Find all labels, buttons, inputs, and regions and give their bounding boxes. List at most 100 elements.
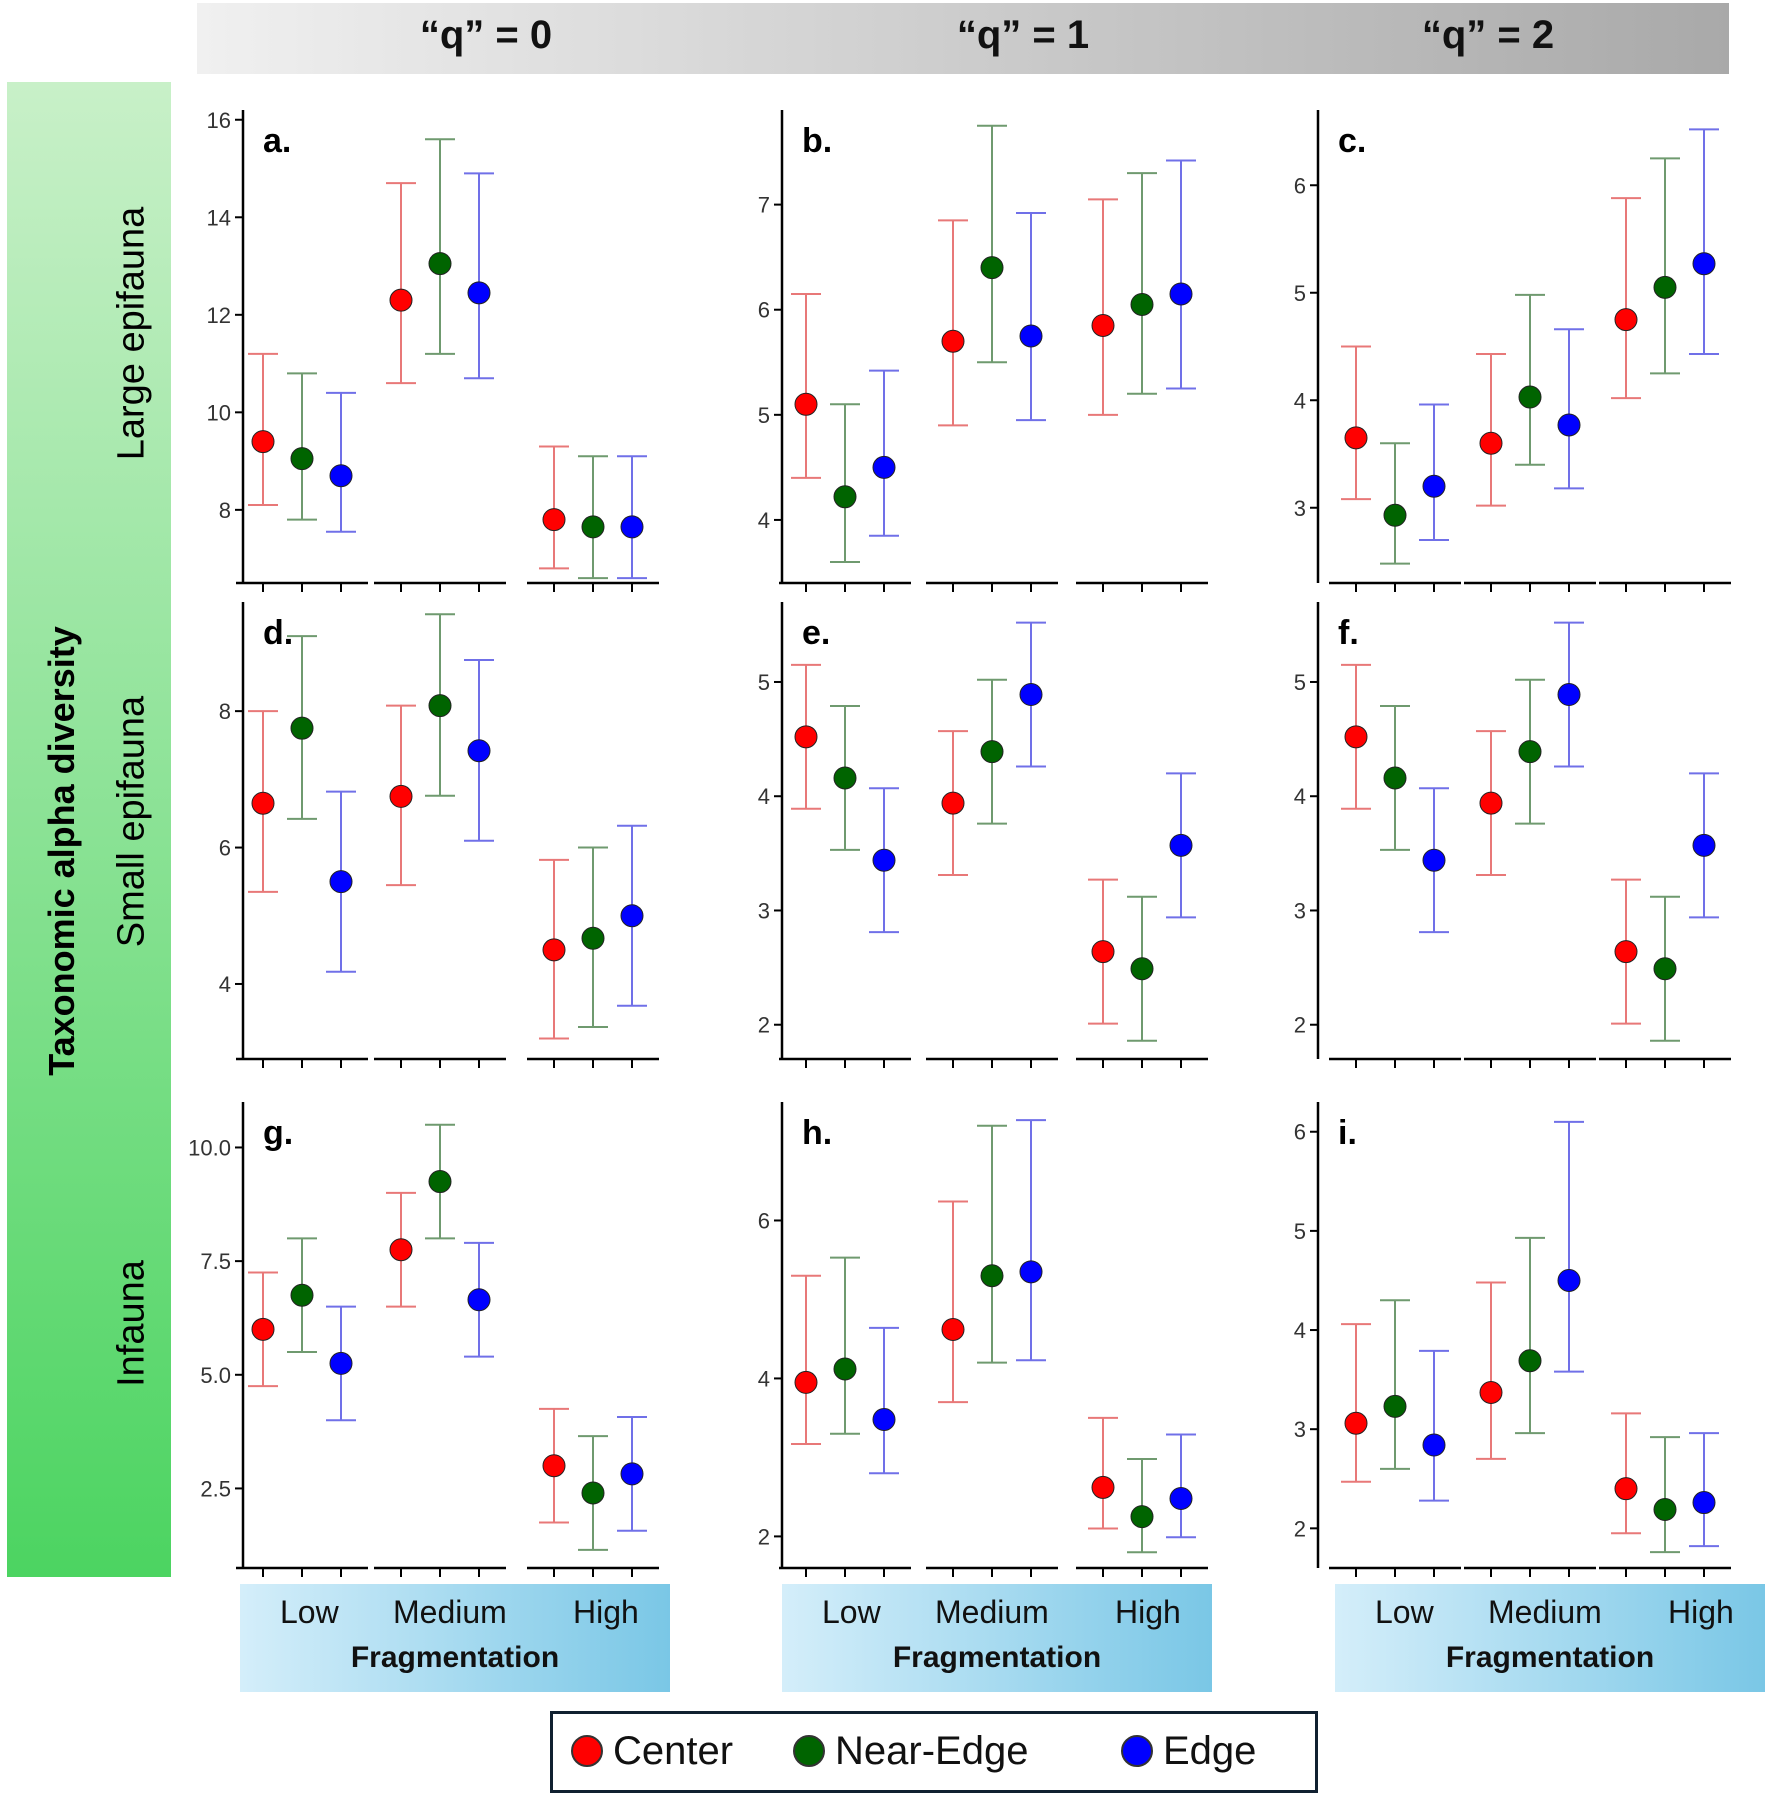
column-header-bar: “q” = 0 “q” = 1 “q” = 2 [197, 3, 1729, 74]
data-point-center [794, 725, 818, 749]
data-point-center [794, 392, 818, 416]
y-tick-label: 2 [758, 1524, 770, 1549]
data-point-center [1614, 308, 1638, 332]
x-level-medium: Medium [1488, 1594, 1602, 1630]
error-bar-center [1088, 1416, 1118, 1530]
data-point-near-edge [428, 252, 452, 276]
y-tick-label: 4 [758, 508, 770, 533]
panel-label: d. [263, 614, 293, 652]
legend-label-near-edge: Near-Edge [835, 1728, 1029, 1773]
y-tick-label: 3 [1294, 898, 1306, 923]
y-tick-label: 5 [1294, 1219, 1306, 1244]
data-point-near-edge [980, 1264, 1004, 1288]
data-point-center [542, 1454, 566, 1478]
data-point-center [389, 784, 413, 808]
data-point-edge [872, 848, 896, 872]
legend-item-center: Center [571, 1726, 733, 1776]
data-point-edge [467, 1288, 491, 1312]
panel-f: 2 3 4 5 f. [1294, 602, 1731, 1068]
error-bar-edge [1016, 212, 1046, 422]
data-point-near-edge [980, 740, 1004, 764]
y-tick-label: 2 [758, 1013, 770, 1038]
data-point-edge [1422, 848, 1446, 872]
legend-item-near-edge: Near-Edge [793, 1726, 1028, 1776]
y-tick-label: 2 [1294, 1013, 1306, 1038]
y-tick-label: 3 [758, 898, 770, 923]
data-point-center [794, 1370, 818, 1394]
error-bar-edge [1689, 128, 1719, 356]
data-point-edge [872, 455, 896, 479]
data-point-edge [1019, 324, 1043, 348]
x-level-medium: Medium [935, 1594, 1049, 1630]
y-tick-label: 7.5 [200, 1249, 231, 1274]
data-point-edge [1692, 252, 1716, 276]
y-tick-label: 4 [219, 972, 231, 997]
panel-c: 3 4 5 6 c. [1294, 110, 1731, 592]
data-point-near-edge [1383, 766, 1407, 790]
fragmentation-axis-box-1: Low Medium High Fragmentation [240, 1584, 670, 1692]
data-point-edge [620, 515, 644, 539]
legend-swatch-near-edge [793, 1735, 825, 1767]
data-point-edge [329, 1351, 353, 1375]
y-tick-label: 3 [1294, 1417, 1306, 1442]
error-bar-center [1088, 198, 1118, 416]
panel-a: 8 10 12 14 16 a. [207, 108, 659, 592]
y-tick-label: 4 [1294, 1318, 1306, 1343]
data-point-edge [1557, 1268, 1581, 1292]
data-point-edge [1557, 683, 1581, 707]
error-bar-center [791, 292, 821, 479]
data-point-edge [872, 1408, 896, 1432]
y-tick-label: 16 [207, 108, 231, 133]
data-point-center [1614, 1477, 1638, 1501]
data-point-center [1091, 940, 1115, 964]
fragmentation-axis-box-2: Low Medium High Fragmentation [782, 1584, 1212, 1692]
error-bar-edge [1554, 328, 1584, 490]
legend-item-edge: Edge [1121, 1726, 1256, 1776]
panel-d: 4 6 8 d. [219, 602, 659, 1068]
error-bar-edge [869, 1326, 899, 1475]
y-tick-label: 12 [207, 303, 231, 328]
legend: Center Near-Edge Edge [550, 1711, 1318, 1793]
error-bar-edge [1689, 1432, 1719, 1548]
data-point-near-edge [1130, 957, 1154, 981]
error-bar-near-edge [977, 124, 1007, 364]
panel-label: i. [1338, 1114, 1357, 1152]
error-bar-center [1341, 345, 1371, 501]
y-tick-label: 6 [1294, 173, 1306, 198]
x-axis-title: Fragmentation [1445, 1641, 1655, 1674]
error-bar-near-edge [1380, 442, 1410, 565]
error-bar-edge [1016, 1119, 1046, 1362]
error-bar-edge [1419, 1349, 1449, 1502]
data-point-edge [1557, 413, 1581, 437]
x-axis-title: Fragmentation [350, 1641, 560, 1674]
y-tick-label: 2 [1294, 1516, 1306, 1541]
y-tick-label: 6 [758, 298, 770, 323]
data-point-near-edge [581, 515, 605, 539]
data-point-edge [1019, 683, 1043, 707]
error-bar-center [539, 445, 569, 570]
data-point-edge [1422, 1433, 1446, 1457]
y-tick-label: 10.0 [188, 1135, 231, 1160]
data-point-edge [1169, 282, 1193, 306]
error-bar-center [1341, 1323, 1371, 1483]
error-bar-near-edge [830, 403, 860, 563]
error-bar-near-edge [1650, 1436, 1680, 1554]
data-point-center [941, 329, 965, 353]
y-tick-label: 5 [758, 670, 770, 695]
data-point-near-edge [1518, 385, 1542, 409]
error-bar-center [1611, 197, 1641, 400]
data-point-center [1091, 1475, 1115, 1499]
data-point-near-edge [1653, 1498, 1677, 1522]
panel-label: g. [263, 1114, 293, 1152]
fragmentation-axis-box-3: Low Medium High Fragmentation [1335, 1584, 1765, 1692]
data-point-near-edge [1383, 503, 1407, 527]
panel-i: 2 3 4 5 6 i. [1294, 1102, 1731, 1577]
data-point-center [389, 1238, 413, 1262]
legend-label-edge: Edge [1163, 1728, 1257, 1773]
data-point-center [1479, 431, 1503, 455]
error-bar-edge [464, 172, 494, 380]
data-point-edge [1019, 1260, 1043, 1284]
data-point-edge [620, 904, 644, 928]
data-point-center [941, 791, 965, 815]
